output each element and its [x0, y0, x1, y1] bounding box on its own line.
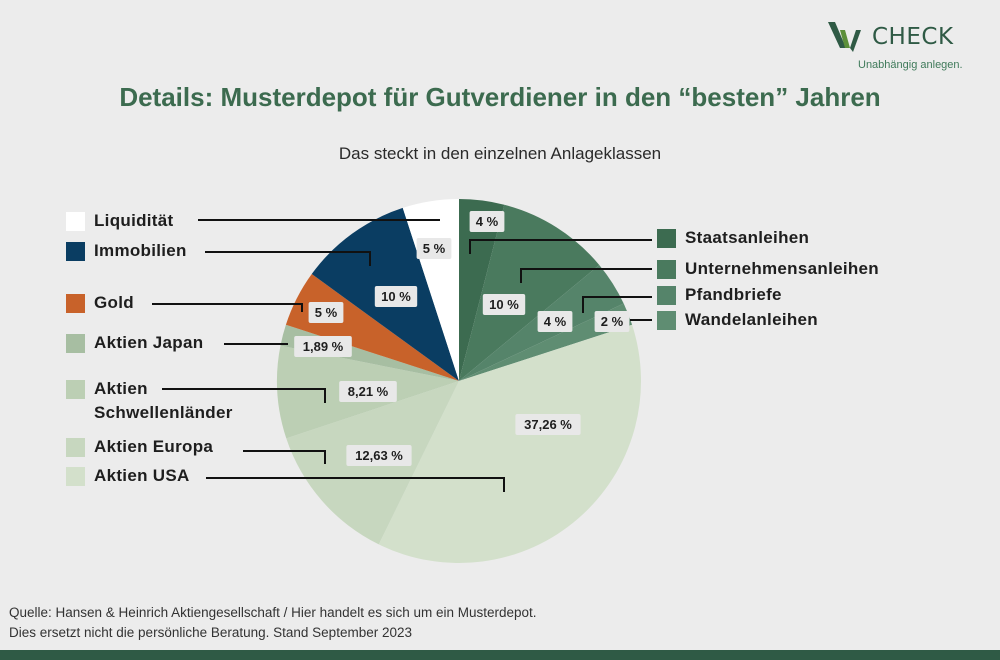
legend-label: Aktien Europa	[94, 437, 214, 456]
vv-logo-icon	[828, 22, 861, 52]
slice-wandelanleihen	[459, 303, 633, 381]
leader-line	[582, 296, 652, 313]
data-label-box	[374, 286, 418, 307]
data-label-text: 37,26 %	[524, 417, 572, 432]
data-label-box	[515, 414, 581, 435]
legend-item-aktien-schwellenlaender: Aktien Schwellenländer	[66, 377, 254, 425]
bottom-bar	[0, 650, 1000, 660]
leader-line	[152, 303, 303, 312]
data-label-text: 10 %	[381, 289, 411, 304]
data-label-text: 5 %	[315, 305, 338, 320]
legend-label: Pfandbriefe	[685, 285, 782, 304]
legend-label: Liquidität	[94, 211, 174, 230]
legend-label: Immobilien	[94, 241, 187, 260]
data-label-text: 10 %	[489, 297, 519, 312]
leader-line	[520, 268, 652, 283]
slice-aktien-usa	[378, 324, 642, 563]
data-label: 4 %	[469, 211, 505, 232]
legend-item-wandelanleihen: Wandelanleihen	[657, 310, 818, 330]
legend-item-unternehmensanleihen: Unternehmensanleihen	[657, 259, 879, 279]
leader-line	[205, 251, 371, 266]
legend-item-staatsanleihen: Staatsanleihen	[657, 228, 809, 248]
legend-swatch	[66, 333, 85, 353]
leader-line	[162, 388, 326, 403]
source-line-2: Dies ersetzt nicht die persönliche Berat…	[9, 625, 412, 640]
legend-label: Aktien USA	[94, 466, 190, 485]
chart-subtitle: Das steckt in den einzelnen Anlageklasse…	[338, 144, 662, 163]
data-label: 10 %	[482, 294, 526, 315]
slice-gold	[285, 274, 459, 381]
legend-item-pfandbriefe: Pfandbriefe	[657, 285, 782, 305]
source-note: Quelle: Hansen & Heinrich Aktiengesellsc…	[9, 603, 537, 643]
data-label: 5 %	[416, 238, 452, 259]
data-label-box	[469, 211, 505, 232]
legend-label: Wandelanleihen	[685, 310, 818, 329]
data-label-text: 2 %	[601, 314, 624, 329]
data-label-text: 1,89 %	[303, 339, 344, 354]
data-label-box	[339, 381, 397, 402]
data-label-text: 4 %	[544, 314, 567, 329]
legend-swatch	[657, 285, 676, 305]
leader-line	[243, 450, 326, 464]
data-label-box	[346, 445, 412, 466]
legend-label: Aktien Japan	[94, 333, 204, 352]
data-label-box	[594, 311, 630, 332]
slice-unternehmensanleihen	[459, 204, 600, 381]
data-label-box	[294, 336, 352, 357]
data-label: 12,63 %	[346, 445, 412, 466]
data-label: 8,21 %	[339, 381, 397, 402]
page-title: Details: Musterdepot für Gutverdiener in…	[119, 82, 881, 112]
data-label: 10 %	[374, 286, 418, 307]
legend-label: Unternehmensanleihen	[685, 259, 879, 278]
data-label: 2 %	[594, 311, 630, 332]
source-line-1: Quelle: Hansen & Heinrich Aktiengesellsc…	[9, 605, 537, 620]
legend-swatch	[66, 211, 85, 231]
data-label-box	[482, 294, 526, 315]
data-label: 4 %	[537, 311, 573, 332]
legend-label: Gold	[94, 293, 134, 312]
legend-swatch	[657, 228, 676, 248]
legend-swatch	[66, 437, 85, 457]
data-label-text: 5 %	[423, 241, 446, 256]
data-label-box	[308, 302, 344, 323]
legend-swatch	[66, 466, 85, 486]
data-label-box	[416, 238, 452, 259]
logo-text: CHECK	[872, 24, 954, 50]
logo-tagline: Unabhängig anlegen.	[858, 59, 963, 71]
leader-line	[206, 477, 505, 492]
legend-swatch	[66, 380, 85, 399]
leader-line	[469, 239, 652, 254]
data-label: 37,26 %	[515, 414, 581, 435]
legend-item-liquiditaet: Liquidität	[66, 211, 173, 231]
data-label-box	[537, 311, 573, 332]
legend-item-aktien-europa: Aktien Europa	[66, 437, 213, 457]
brand-logo: CHECK Unabhängig anlegen.	[826, 18, 986, 74]
data-label-text: 8,21 %	[348, 384, 389, 399]
legend-item-aktien-usa: Aktien USA	[66, 466, 190, 486]
legend-swatch	[66, 293, 85, 313]
legend-label: Aktien Schwellenländer	[94, 379, 233, 422]
legend-swatch	[66, 241, 85, 261]
legend-item-gold: Gold	[66, 293, 134, 313]
legend-item-aktien-japan: Aktien Japan	[66, 333, 203, 353]
legend-item-immobilien: Immobilien	[66, 241, 187, 261]
data-label: 1,89 %	[294, 336, 352, 357]
legend-swatch	[657, 310, 676, 330]
data-label: 5 %	[308, 302, 344, 323]
legend-label: Staatsanleihen	[685, 228, 810, 247]
legend-swatch	[657, 259, 676, 279]
data-label-text: 4 %	[476, 214, 499, 229]
data-label-text: 12,63 %	[355, 448, 403, 463]
